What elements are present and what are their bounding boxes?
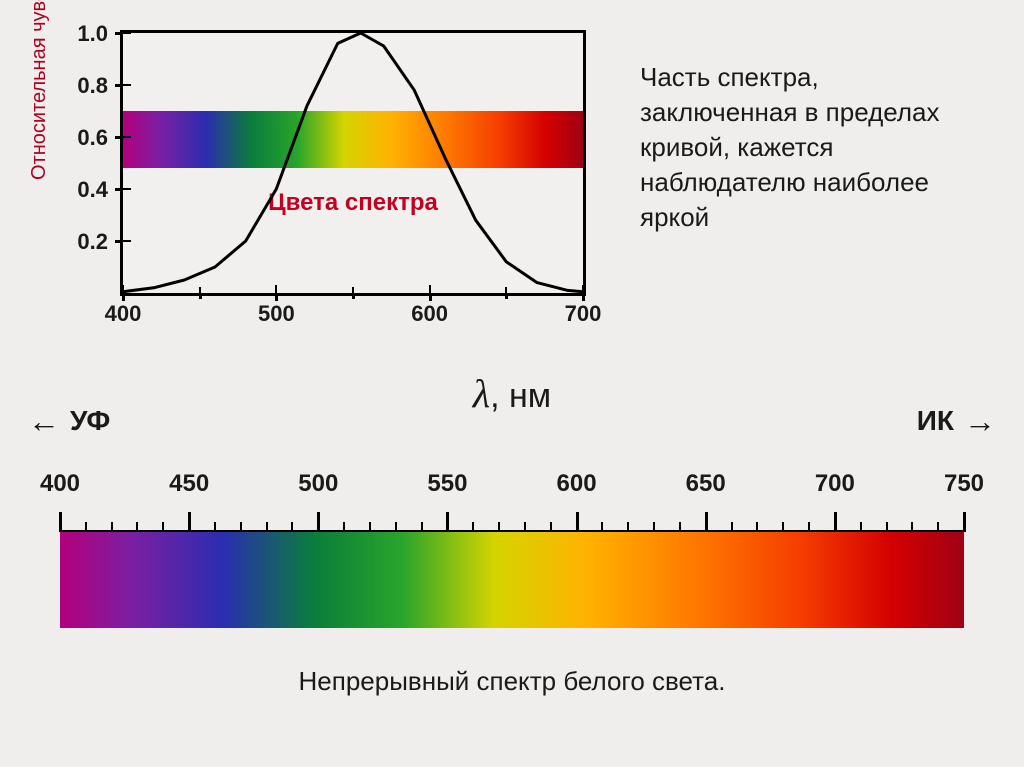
y-tick xyxy=(123,32,131,34)
scale-minor-tick xyxy=(498,522,500,532)
scale-label: 550 xyxy=(427,470,467,498)
middle-row: λ, нм ← УФ ИК → xyxy=(0,370,1024,460)
scale-minor-tick xyxy=(911,522,913,532)
scale-minor-tick xyxy=(85,522,87,532)
uv-label: ← УФ xyxy=(28,405,110,437)
y-tick-label: 0.4 xyxy=(48,177,108,203)
scale-minor-tick xyxy=(860,522,862,532)
scale-minor-tick xyxy=(395,522,397,532)
x-tick xyxy=(122,293,125,301)
scale-label: 400 xyxy=(40,470,80,498)
scale-minor-tick xyxy=(162,522,164,532)
scale-minor-tick xyxy=(343,522,345,532)
x-minor-tick xyxy=(352,287,354,293)
scale-major-tick xyxy=(59,512,62,532)
x-tick xyxy=(429,293,432,301)
scale-minor-tick xyxy=(731,522,733,532)
scale-major-tick xyxy=(576,512,579,532)
y-tick xyxy=(115,188,123,191)
x-tick-label: 600 xyxy=(411,301,448,327)
scale-major-tick xyxy=(317,512,320,532)
y-tick xyxy=(115,32,123,35)
scale-minor-tick xyxy=(627,522,629,532)
scale-minor-tick xyxy=(653,522,655,532)
lambda-label: λ, нм xyxy=(0,370,1024,417)
scale-minor-tick xyxy=(472,522,474,532)
scale-label: 500 xyxy=(298,470,338,498)
x-minor-tick xyxy=(352,293,355,299)
scale-minor-tick xyxy=(524,522,526,532)
scale-minor-tick xyxy=(550,522,552,532)
ir-text: ИК xyxy=(917,405,954,437)
uv-text: УФ xyxy=(70,405,110,437)
x-tick xyxy=(122,285,124,293)
y-tick-label: 0.8 xyxy=(48,73,108,99)
arrow-right-icon: → xyxy=(964,405,996,437)
scale-minor-tick xyxy=(136,522,138,532)
y-tick xyxy=(115,240,123,243)
scale-minor-tick xyxy=(679,522,681,532)
lambda-unit: нм xyxy=(509,377,551,415)
scale-major-tick xyxy=(446,512,449,532)
scale-minor-tick xyxy=(808,522,810,532)
x-minor-tick xyxy=(199,287,201,293)
spectrum-scale: 400450500550600650700750 Непрерывный спе… xyxy=(60,470,964,700)
sensitivity-chart: Относительная чувствительность глаза Цве… xyxy=(50,20,610,340)
scale-minor-tick xyxy=(782,522,784,532)
x-minor-tick xyxy=(199,293,202,299)
bottom-caption: Непрерывный спектр белого света. xyxy=(60,666,964,697)
scale-minor-tick xyxy=(937,522,939,532)
x-tick xyxy=(275,285,277,293)
spectrum-band xyxy=(60,532,964,628)
scale-ticks xyxy=(60,508,964,532)
scale-label: 600 xyxy=(557,470,597,498)
scale-major-tick xyxy=(705,512,708,532)
y-tick-label: 1.0 xyxy=(48,21,108,47)
y-tick xyxy=(115,136,123,139)
ir-label: ИК → xyxy=(917,405,996,437)
scale-minor-tick xyxy=(214,522,216,532)
scale-label: 650 xyxy=(686,470,726,498)
right-caption: Часть спектра, заключенная в пределах кр… xyxy=(640,60,980,235)
scale-minor-tick xyxy=(421,522,423,532)
scale-major-tick xyxy=(834,512,837,532)
scale-minor-tick xyxy=(601,522,603,532)
sensitivity-curve xyxy=(123,33,583,293)
scale-major-tick xyxy=(188,512,191,532)
y-tick-label: 0.6 xyxy=(48,125,108,151)
scale-major-tick xyxy=(963,512,966,532)
x-tick xyxy=(429,285,431,293)
x-tick-label: 700 xyxy=(565,301,602,327)
x-tick-label: 400 xyxy=(105,301,142,327)
arrow-left-icon: ← xyxy=(28,405,60,437)
y-tick xyxy=(123,136,131,138)
y-tick xyxy=(123,84,131,86)
scale-minor-tick xyxy=(756,522,758,532)
y-tick-label: 0.2 xyxy=(48,229,108,255)
scale-minor-tick xyxy=(886,522,888,532)
page: Относительная чувствительность глаза Цве… xyxy=(0,0,1024,767)
x-tick xyxy=(582,293,585,301)
scale-minor-tick xyxy=(111,522,113,532)
plot-area: Цвета спектра 0.20.40.60.81.040050060070… xyxy=(120,30,586,296)
x-tick xyxy=(275,293,278,301)
scale-minor-tick xyxy=(266,522,268,532)
scale-minor-tick xyxy=(291,522,293,532)
x-tick-label: 500 xyxy=(258,301,295,327)
x-minor-tick xyxy=(505,287,507,293)
scale-label: 450 xyxy=(169,470,209,498)
x-tick xyxy=(582,285,584,293)
y-tick xyxy=(123,188,131,190)
lambda-symbol: λ xyxy=(473,371,490,416)
scale-minor-tick xyxy=(240,522,242,532)
y-tick xyxy=(123,240,131,242)
scale-label: 750 xyxy=(944,470,984,498)
y-tick xyxy=(115,84,123,87)
scale-labels: 400450500550600650700750 xyxy=(60,470,964,504)
scale-label: 700 xyxy=(815,470,855,498)
x-minor-tick xyxy=(505,293,508,299)
scale-minor-tick xyxy=(369,522,371,532)
